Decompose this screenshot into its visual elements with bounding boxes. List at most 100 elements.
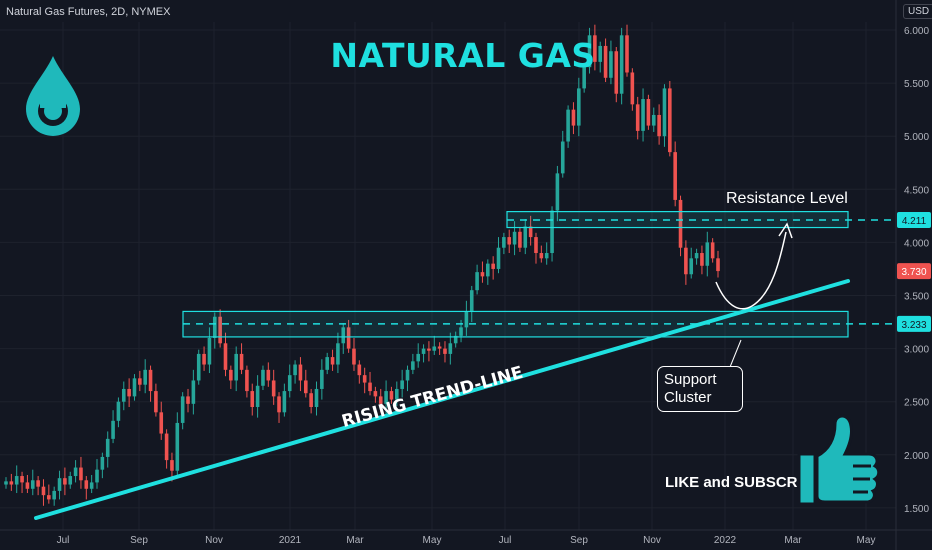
candle-body [437, 346, 442, 349]
candle-body [186, 396, 190, 404]
x-tick-label: 2021 [279, 535, 302, 546]
price-label-box [897, 263, 931, 280]
candle-body [635, 104, 640, 131]
candle-body [453, 335, 458, 344]
candle-body [111, 420, 115, 439]
candle-body [127, 388, 131, 397]
candle-body [191, 380, 196, 404]
ticker-title[interactable]: Natural Gas Futures, 2D, NYMEX [6, 6, 171, 18]
candle-body [148, 369, 153, 392]
candle-body [100, 456, 105, 470]
candle-body [705, 242, 710, 266]
candle-body [416, 353, 421, 362]
candle-body [325, 357, 330, 370]
candle-body [63, 478, 67, 485]
y-tick-label: 2.500 [904, 398, 929, 409]
candle-body [14, 476, 19, 485]
candle-body [138, 378, 142, 385]
rising-trend-line [34, 279, 850, 520]
candle-body [603, 45, 608, 78]
price-axis[interactable]: 6.000 5.500 5.000 4.500 4.000 3.500 3.000 2.500… [895, 0, 929, 550]
candle-body [154, 391, 158, 413]
resistance-label: Resistance Level [726, 190, 848, 207]
y-tick-label: 6.000 [904, 26, 929, 37]
candle-body [518, 231, 522, 248]
candle-body [651, 114, 656, 126]
y-tick-label: 3.500 [904, 292, 929, 303]
candle-body [678, 199, 683, 248]
candle-body [352, 348, 356, 365]
candle-body [421, 348, 426, 354]
candle-body [432, 346, 437, 351]
candle-body [180, 396, 185, 423]
candle-body [710, 242, 715, 259]
candle-body [245, 369, 249, 392]
x-tick-label: 2022 [714, 535, 737, 546]
candles [4, 24, 720, 506]
candle-body [469, 290, 474, 312]
candle-body [57, 478, 62, 491]
candle-body [132, 378, 137, 397]
candle-body [480, 272, 485, 277]
candle-body [512, 231, 517, 245]
candle-body [560, 141, 565, 174]
zones [182, 211, 896, 338]
candle-body [52, 490, 56, 500]
candle-body [496, 247, 501, 269]
candle-body [539, 253, 544, 259]
candle-body [89, 482, 94, 489]
candle-body [555, 173, 560, 211]
candle-body [170, 460, 174, 471]
candle-body [266, 369, 271, 381]
subscribe-text: LIKE and SUBSCRIBE [665, 474, 823, 491]
candle-body [159, 412, 164, 434]
candle-body [234, 353, 238, 381]
candle-body [320, 369, 324, 389]
candle-body [700, 253, 704, 266]
candle-body [491, 263, 495, 269]
y-tick-label: 4.000 [904, 238, 929, 249]
support-label-line1: Support [664, 371, 717, 388]
candle-body [95, 469, 99, 483]
candle-body [662, 88, 667, 137]
x-tick-label: Sep [570, 535, 588, 546]
candle-body [277, 396, 281, 413]
candle-body [346, 327, 351, 349]
support-label-line2: Cluster [664, 389, 712, 406]
x-tick-label: May [423, 535, 442, 546]
candle-body [593, 35, 597, 62]
candle-body [282, 391, 287, 413]
candle-body [341, 327, 346, 344]
chart-headline: NATURAL GAS [330, 36, 596, 75]
candle-body [357, 364, 362, 376]
x-tick-label: Mar [346, 535, 364, 546]
candle-body [394, 388, 399, 400]
candle-body [9, 481, 14, 485]
candle-body [68, 476, 73, 485]
support-callout: Support Cluster [657, 366, 743, 412]
candle-body [378, 396, 383, 404]
price-label-box [897, 211, 931, 228]
candle-body [571, 109, 576, 126]
candle-body [287, 375, 292, 392]
candle-body [212, 316, 217, 338]
y-tick-label: 5.000 [904, 132, 929, 143]
candle-body [668, 88, 672, 153]
currency-button[interactable]: USD [903, 4, 932, 19]
y-tick-label: 4.500 [904, 185, 929, 196]
candle-body [464, 311, 469, 328]
candle-body [619, 35, 624, 94]
candle-body [293, 364, 297, 376]
candle-body [486, 263, 490, 277]
candle-body [587, 35, 592, 68]
projection-path [715, 231, 787, 310]
candle-body [534, 237, 538, 254]
candle-body [164, 433, 169, 461]
candle-body [373, 391, 378, 397]
time-axis[interactable]: Jul Sep Nov 2021 Mar May Jul Sep Nov 2022 Mar May [0, 529, 932, 546]
candle-body [175, 422, 180, 471]
candle-body [105, 438, 110, 457]
y-tick-label: 3.000 [904, 345, 929, 356]
candle-body [400, 380, 404, 389]
